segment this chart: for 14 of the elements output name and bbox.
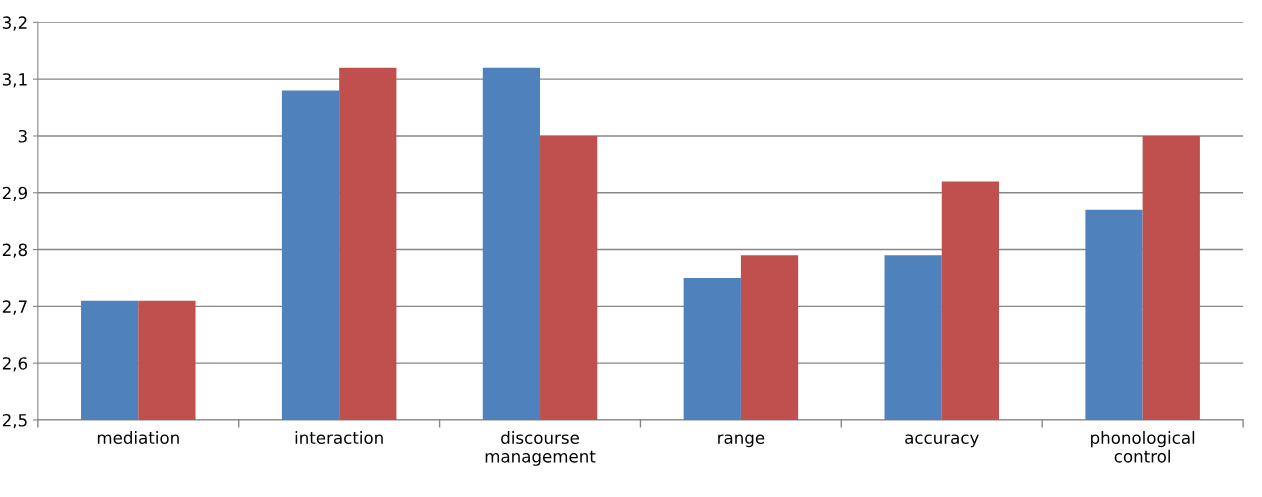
y-tick-label: 2,6 [2,357,28,372]
x-tick-label: range [718,434,765,448]
x-tick-label: accuracy [905,434,979,448]
y-tick-label: 2,8 [2,243,27,258]
y-tick-label: 3 [18,129,27,143]
y-tick-label: 3,1 [2,73,27,88]
x-tick-label: mediation [97,431,179,444]
x-tick-label: phonological control [1091,431,1195,463]
y-tick-label: 2,5 [2,413,27,429]
y-tick-label: 3,2 [2,16,27,31]
x-tick-label: interaction [295,431,383,444]
x-tick-label: discourse management [485,431,596,466]
y-tick-label: 2,7 [2,300,27,315]
y-tick-label: 2,9 [2,186,27,202]
